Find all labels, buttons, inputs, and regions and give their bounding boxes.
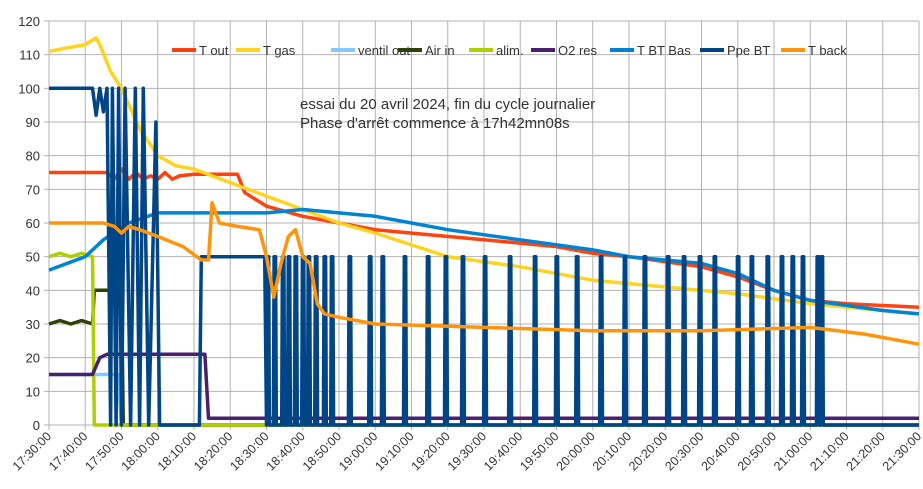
x-tick-label: 18:30:00 xyxy=(227,429,271,473)
x-tick-label: 17:30:00 xyxy=(10,429,54,473)
legend-item: ventil out xyxy=(331,43,410,58)
x-tick-label: 17:50:00 xyxy=(82,429,126,473)
x-tick-label: 20:10:00 xyxy=(590,429,634,473)
legend-label: Ppe BT xyxy=(727,43,770,58)
y-tick-label: 10 xyxy=(26,384,40,399)
legend-label: T back xyxy=(808,43,847,58)
legend-label: O2 res xyxy=(558,43,598,58)
x-tick-label: 18:00:00 xyxy=(119,429,163,473)
x-tick-label: 18:20:00 xyxy=(191,429,235,473)
x-tick-label: 18:50:00 xyxy=(300,429,344,473)
y-axis: 0 10 20 30 40 50 60 70 80 90 100 110 120 xyxy=(18,14,49,433)
x-tick-label: 21:30:00 xyxy=(880,429,923,473)
y-tick-label: 100 xyxy=(18,81,40,96)
y-tick-label: 40 xyxy=(26,283,40,298)
annotation-1: essai du 20 avril 2024, fin du cycle jou… xyxy=(300,96,595,113)
x-tick-label: 19:10:00 xyxy=(372,429,416,473)
x-tick-label: 19:40:00 xyxy=(481,429,525,473)
y-tick-label: 120 xyxy=(18,14,40,29)
y-tick-label: 60 xyxy=(26,216,40,231)
series-line-ppe-bt xyxy=(49,86,919,427)
x-tick-label: 18:10:00 xyxy=(155,429,199,473)
x-tick-label: 18:40:00 xyxy=(264,429,308,473)
series-line-o2-res xyxy=(49,352,919,421)
legend-label: ventil out xyxy=(358,43,410,58)
x-tick-label: 19:00:00 xyxy=(336,429,380,473)
series-line-t-back xyxy=(49,201,920,346)
y-tick-label: 70 xyxy=(26,182,40,197)
legend-item: Air in xyxy=(398,43,455,58)
x-axis: 17:30:0017:40:0017:50:0018:00:0018:10:00… xyxy=(10,429,923,473)
x-tick-label: 20:50:00 xyxy=(735,429,779,473)
legend-item: T BT Bas xyxy=(610,43,691,58)
y-tick-label: 30 xyxy=(26,317,40,332)
series-line-t-gas xyxy=(48,36,920,316)
legend-item: Ppe BT xyxy=(700,43,770,58)
legend-label: T BT Bas xyxy=(637,43,691,58)
legend-item: T back xyxy=(781,43,847,58)
x-tick-label: 20:20:00 xyxy=(626,429,670,473)
x-tick-label: 21:20:00 xyxy=(844,429,888,473)
y-tick-label: 80 xyxy=(26,149,40,164)
x-tick-label: 20:00:00 xyxy=(554,429,598,473)
legend: T out T gas ventil out Air in alim. O2 res T B… xyxy=(172,43,847,58)
x-tick-label: 20:40:00 xyxy=(699,429,743,473)
annotation-2: Phase d'arrêt commence à 17h42mn08s xyxy=(300,115,570,132)
x-tick-label: 17:40:00 xyxy=(46,429,90,473)
legend-label: alim. xyxy=(496,43,523,58)
x-tick-label: 21:00:00 xyxy=(771,429,815,473)
legend-label: T out xyxy=(199,43,229,58)
x-tick-label: 19:30:00 xyxy=(445,429,489,473)
y-tick-label: 110 xyxy=(19,48,40,63)
legend-item: O2 res xyxy=(531,43,598,58)
legend-label: Air in xyxy=(425,43,455,58)
x-tick-label: 20:30:00 xyxy=(662,429,706,473)
y-tick-label: 0 xyxy=(33,418,40,433)
series-lines xyxy=(48,36,920,427)
series-line-alim xyxy=(48,251,919,427)
y-tick-label: 90 xyxy=(26,115,40,130)
legend-label: T gas xyxy=(263,43,296,58)
y-tick-label: 50 xyxy=(26,250,40,265)
legend-item: alim. xyxy=(469,43,523,58)
y-tick-label: 20 xyxy=(26,351,40,366)
x-tick-label: 21:10:00 xyxy=(807,429,851,473)
x-tick-label: 19:50:00 xyxy=(517,429,561,473)
legend-item: T out xyxy=(172,43,229,58)
legend-item: T gas xyxy=(236,43,296,58)
x-tick-label: 19:20:00 xyxy=(409,429,453,473)
